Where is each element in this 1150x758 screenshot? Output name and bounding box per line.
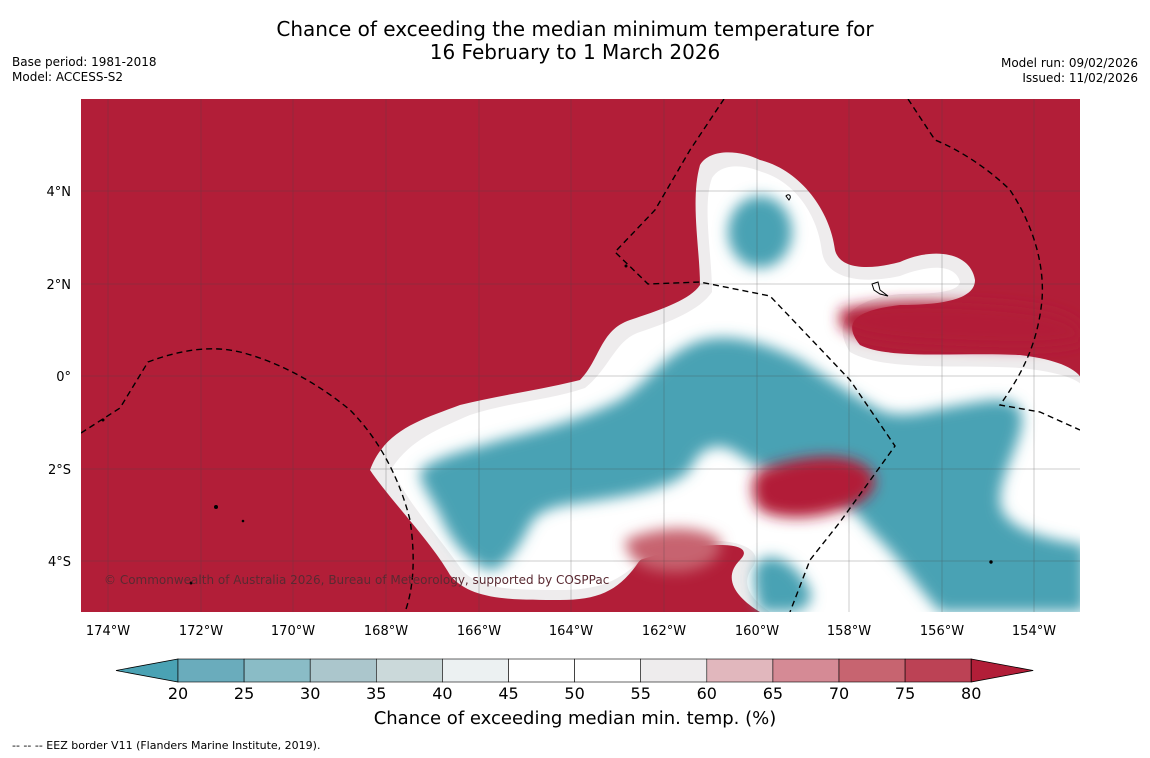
lon-label: 160°W — [735, 624, 779, 639]
colorbar-min-extension — [115, 658, 179, 683]
colorbar-tick-label: 40 — [432, 684, 452, 703]
low-chance-regions — [420, 196, 1080, 612]
lon-label: 158°W — [827, 624, 871, 639]
title-line-1: Chance of exceeding the median minimum t… — [276, 17, 874, 41]
colorbar-segment — [574, 658, 641, 683]
colorbar — [115, 658, 1034, 683]
lat-label: 4°S — [48, 555, 71, 570]
lon-label: 164°W — [549, 624, 593, 639]
high-chance-islands — [625, 301, 1080, 572]
lon-label: 168°W — [364, 624, 408, 639]
model-run: Model run: 09/02/2026 — [1000, 56, 1138, 70]
latitude-labels: 4°N 2°N 0° 2°S 4°S — [47, 185, 72, 570]
lat-label: 0° — [56, 370, 71, 385]
colorbar-segment — [706, 658, 774, 683]
colorbar-max-extension — [970, 658, 1034, 683]
colorbar-segment — [375, 658, 443, 683]
colorbar-segment — [442, 658, 509, 683]
issued-date: Issued: 11/02/2026 — [1022, 71, 1138, 85]
colorbar-segment — [838, 658, 906, 683]
colorbar-tick-label: 80 — [961, 684, 981, 703]
colorbar-tick-label: 75 — [895, 684, 915, 703]
colorbar-tick-label: 55 — [631, 684, 651, 703]
map-area: © Commonwealth of Australia 2026, Bureau… — [81, 99, 1080, 612]
base-period: Base period: 1981-2018 — [12, 55, 157, 69]
lon-label: 162°W — [642, 624, 686, 639]
lon-label: 154°W — [1012, 624, 1056, 639]
colorbar-segment — [904, 658, 972, 683]
lon-label: 174°W — [86, 624, 130, 639]
colorbar-tick-label: 45 — [498, 684, 518, 703]
lon-label: 156°W — [920, 624, 964, 639]
map-title: Chance of exceeding the median minimum t… — [0, 18, 1150, 64]
islands — [101, 194, 993, 585]
colorbar-segment — [243, 658, 311, 683]
colorbar-segment — [508, 658, 575, 683]
colorbar-segment — [177, 658, 245, 683]
copyright-notice: © Commonwealth of Australia 2026, Bureau… — [104, 573, 609, 587]
colorbar-tick-label: 65 — [763, 684, 783, 703]
lat-label: 4°N — [47, 185, 72, 200]
colorbar-segment — [309, 658, 377, 683]
lat-label: 2°N — [47, 278, 72, 293]
lat-label: 2°S — [48, 463, 71, 478]
colorbar-tick-label: 70 — [829, 684, 849, 703]
colorbar-tick-label: 60 — [697, 684, 717, 703]
meta-right: Model run: 09/02/2026 Issued: 11/02/2026 — [1001, 56, 1138, 86]
title-line-2: 16 February to 1 March 2026 — [429, 40, 721, 64]
colorbar-tick-labels: 20 25 30 35 40 45 50 55 60 65 70 75 80 — [168, 684, 982, 703]
model-name: Model: ACCESS-S2 — [12, 70, 124, 84]
eez-borders — [81, 99, 1080, 612]
grid-lines — [81, 99, 1080, 612]
lon-label: 166°W — [457, 624, 501, 639]
meta-left: Base period: 1981-2018 Model: ACCESS-S2 — [12, 55, 157, 85]
colorbar-segment — [772, 658, 840, 683]
colorbar-tick-label: 20 — [168, 684, 188, 703]
colorbar-tick-label: 25 — [234, 684, 254, 703]
colorbar-segment — [640, 658, 708, 683]
longitude-labels: 174°W 172°W 170°W 168°W 166°W 164°W 162°… — [86, 624, 1056, 639]
colorbar-tick-label: 30 — [300, 684, 320, 703]
colorbar-title: Chance of exceeding median min. temp. (%… — [373, 708, 777, 729]
lon-label: 170°W — [271, 624, 315, 639]
eez-footnote: -- -- -- EEZ border V11 (Flanders Marine… — [12, 739, 321, 752]
colorbar-tick-label: 50 — [564, 684, 584, 703]
colorbar-tick-label: 35 — [366, 684, 386, 703]
lon-label: 172°W — [179, 624, 223, 639]
